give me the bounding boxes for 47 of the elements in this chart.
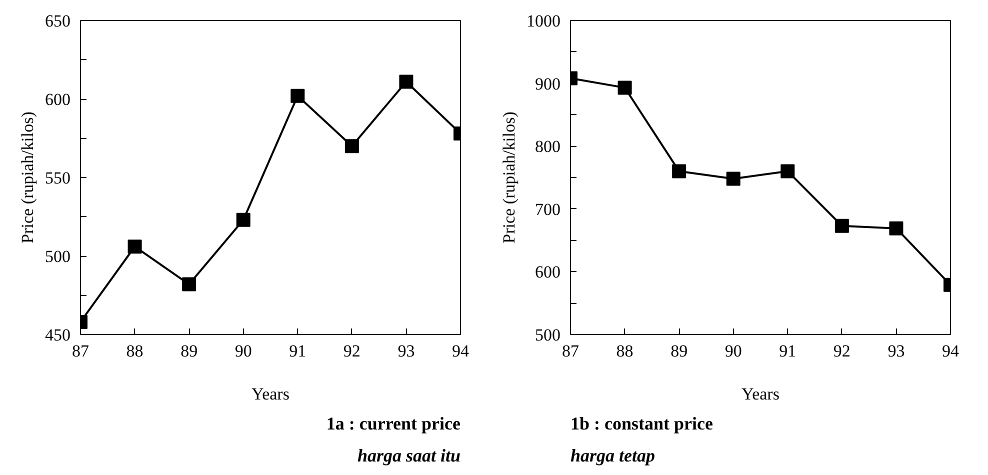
x-tick-label: 92 [343, 342, 360, 360]
point [399, 74, 414, 89]
y-tick-label: 550 [45, 168, 70, 188]
text: harga saat itu [357, 446, 461, 466]
y-tick-label: 650 [45, 12, 70, 30]
x-tick-label: 91 [289, 342, 306, 360]
y-tick-label: 700 [535, 200, 560, 219]
x-tick-label: 94 [452, 342, 470, 360]
point [344, 139, 359, 154]
y-tick-label: 800 [535, 137, 560, 156]
point [290, 88, 305, 103]
x-tick-label: 93 [398, 342, 415, 360]
y-tick-label: 600 [535, 262, 560, 282]
x-tick-label: 87 [562, 342, 580, 360]
text: harga tetap [570, 446, 656, 466]
x-axis-title: Years [252, 384, 290, 404]
point [780, 164, 795, 178]
point [182, 277, 196, 292]
y-tick-label: 900 [535, 74, 560, 94]
y-axis-title: Price (rupiah/kilos) [18, 112, 37, 244]
x-tick-label: 87 [72, 342, 90, 360]
y-tick-label: 450 [45, 326, 70, 344]
x-tick-label: 89 [670, 342, 688, 360]
y-tick-label: 600 [45, 90, 70, 109]
text: 1b : constant price [570, 414, 713, 434]
x-axis-title: Years [742, 384, 780, 404]
point [834, 218, 849, 233]
x-tick-label: 91 [779, 342, 796, 360]
x-tick-label: 93 [888, 342, 905, 360]
point [128, 240, 142, 254]
y-tick-label: 500 [535, 326, 560, 344]
point [618, 80, 632, 95]
y-axis-title: Price (rupiah/kilos) [500, 112, 518, 244]
x-tick-label: 88 [126, 342, 144, 360]
point [889, 221, 904, 236]
x-tick-label: 90 [724, 342, 742, 360]
point [236, 212, 250, 227]
y-tick-label: 500 [45, 247, 70, 266]
x-tick-label: 88 [616, 342, 634, 360]
x-tick-label: 92 [833, 342, 850, 360]
point [672, 164, 686, 178]
x-tick-label: 89 [180, 342, 198, 360]
x-tick-label: 94 [942, 342, 960, 360]
y-tick-label: 1000 [526, 12, 560, 30]
text: 1a : current price [326, 414, 461, 434]
point [726, 172, 740, 186]
x-tick-label: 90 [234, 342, 252, 360]
